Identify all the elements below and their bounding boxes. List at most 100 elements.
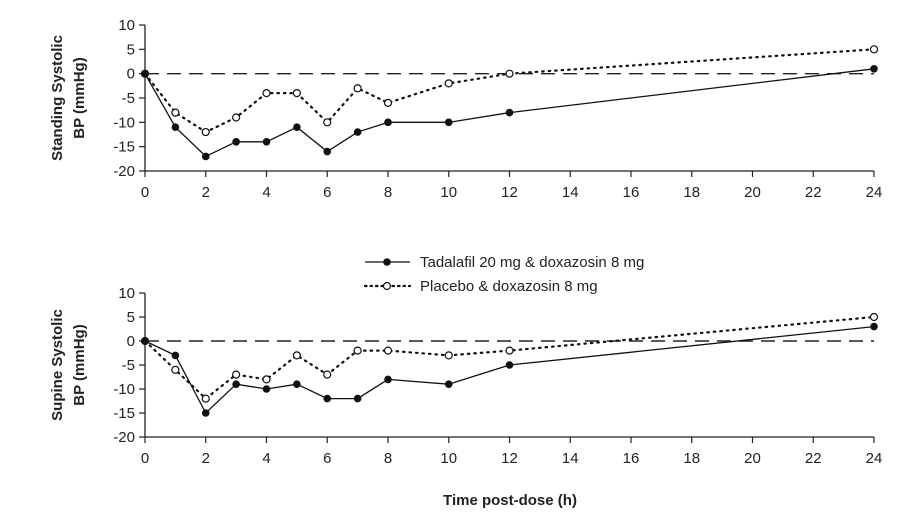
x-tick-label: 14 [562, 450, 579, 467]
data-point-tadalafil [262, 385, 271, 393]
x-tick-label: 24 [866, 184, 883, 201]
data-point-placebo [383, 98, 393, 107]
series-line-placebo [143, 315, 876, 401]
x-tick-label: 10 [440, 184, 457, 201]
x-tick-label: 2 [202, 184, 210, 201]
legend-label-tadalafil: Tadalafil 20 mg & doxazosin 8 mg [420, 254, 644, 271]
data-point-placebo [353, 346, 362, 355]
data-point-placebo [292, 351, 301, 360]
data-point-placebo [262, 89, 271, 98]
y-tick-label: -20 [113, 429, 135, 446]
data-point-tadalafil [384, 375, 392, 384]
legend-marker-tadalafil [383, 258, 391, 266]
x-tick-label: 8 [384, 184, 392, 201]
data-point-placebo [323, 118, 332, 127]
y-tick-label: -15 [113, 405, 135, 422]
x-axis-title: Time post-dose (h) [443, 492, 577, 509]
x-tick-label: 4 [262, 184, 270, 201]
series-line-tadalafil [144, 325, 875, 415]
data-point-tadalafil [870, 322, 878, 331]
x-tick-label: 14 [562, 184, 579, 201]
x-tick-label: 16 [623, 450, 640, 467]
data-point-placebo [505, 69, 514, 78]
x-tick-label: 6 [323, 450, 331, 467]
data-point-tadalafil [505, 361, 514, 369]
y-tick-label: 10 [118, 17, 135, 34]
x-tick-label: 18 [683, 450, 700, 467]
data-point-placebo [292, 89, 301, 98]
y-axis-title: Standing Systolic [49, 35, 66, 161]
data-point-tadalafil [171, 123, 180, 131]
data-point-tadalafil [505, 108, 514, 117]
x-tick-label: 2 [202, 450, 210, 467]
x-tick-label: 22 [805, 184, 822, 201]
series-line-placebo [143, 48, 876, 134]
data-point-tadalafil [232, 380, 240, 389]
data-point-placebo [262, 375, 271, 384]
data-point-tadalafil [353, 128, 362, 136]
y-tick-label: -20 [113, 163, 135, 180]
data-point-placebo [444, 351, 453, 360]
y-tick-label: 0 [127, 333, 135, 350]
data-point-placebo [232, 370, 241, 379]
data-point-placebo [323, 370, 332, 379]
data-point-placebo [201, 127, 210, 137]
legend: Tadalafil 20 mg & doxazosin 8 mg Placebo… [363, 254, 644, 295]
data-point-placebo [201, 394, 210, 403]
data-point-tadalafil [444, 118, 453, 127]
y-tick-label: -10 [113, 381, 135, 398]
x-tick-label: 0 [141, 450, 149, 467]
y-axis-title: BP (mmHg) [71, 57, 88, 138]
data-point-placebo [232, 113, 241, 122]
x-tick-label: 12 [501, 450, 518, 467]
x-tick-label: 16 [623, 184, 640, 201]
x-tick-label: 24 [866, 450, 883, 467]
data-point-placebo [444, 79, 453, 88]
data-point-tadalafil [444, 380, 453, 389]
y-axis-title: BP (mmHg) [71, 324, 88, 405]
data-point-tadalafil [323, 394, 332, 403]
x-tick-label: 0 [141, 184, 149, 201]
legend-marker-placebo [382, 281, 392, 291]
data-point-tadalafil [293, 123, 301, 131]
x-tick-label: 20 [744, 184, 761, 201]
y-tick-label: -5 [122, 357, 135, 374]
data-point-tadalafil [171, 351, 180, 360]
data-point-tadalafil [201, 152, 210, 161]
x-tick-label: 10 [440, 450, 457, 467]
x-tick-label: 12 [501, 184, 518, 201]
data-point-placebo [171, 108, 180, 117]
x-tick-label: 20 [744, 450, 761, 467]
data-point-tadalafil [293, 380, 301, 389]
y-tick-label: -5 [122, 90, 135, 107]
data-point-tadalafil [141, 69, 149, 78]
data-point-placebo [505, 346, 514, 355]
series-line-tadalafil [144, 68, 875, 158]
data-point-placebo [171, 365, 180, 374]
data-point-tadalafil [384, 118, 392, 127]
y-tick-label: -15 [113, 139, 135, 156]
y-tick-label: 5 [127, 41, 135, 58]
y-tick-label: -10 [113, 114, 135, 131]
data-point-placebo [869, 45, 879, 54]
x-tick-label: 18 [683, 184, 700, 201]
y-tick-label: 10 [118, 285, 135, 302]
data-point-tadalafil [870, 65, 878, 73]
data-point-tadalafil [353, 394, 362, 403]
y-tick-label: 5 [127, 309, 135, 326]
data-point-placebo [869, 312, 879, 322]
data-point-tadalafil [141, 337, 149, 345]
legend-label-placebo: Placebo & doxazosin 8 mg [420, 278, 598, 295]
data-point-tadalafil [232, 138, 240, 146]
data-point-tadalafil [201, 409, 210, 417]
x-tick-label: 8 [384, 450, 392, 467]
y-tick-label: 0 [127, 66, 135, 83]
y-axis-title: Supine Systolic [49, 309, 66, 421]
data-point-tadalafil [262, 138, 271, 146]
x-tick-label: 4 [262, 450, 270, 467]
data-point-tadalafil [323, 147, 332, 156]
x-tick-label: 6 [323, 184, 331, 201]
